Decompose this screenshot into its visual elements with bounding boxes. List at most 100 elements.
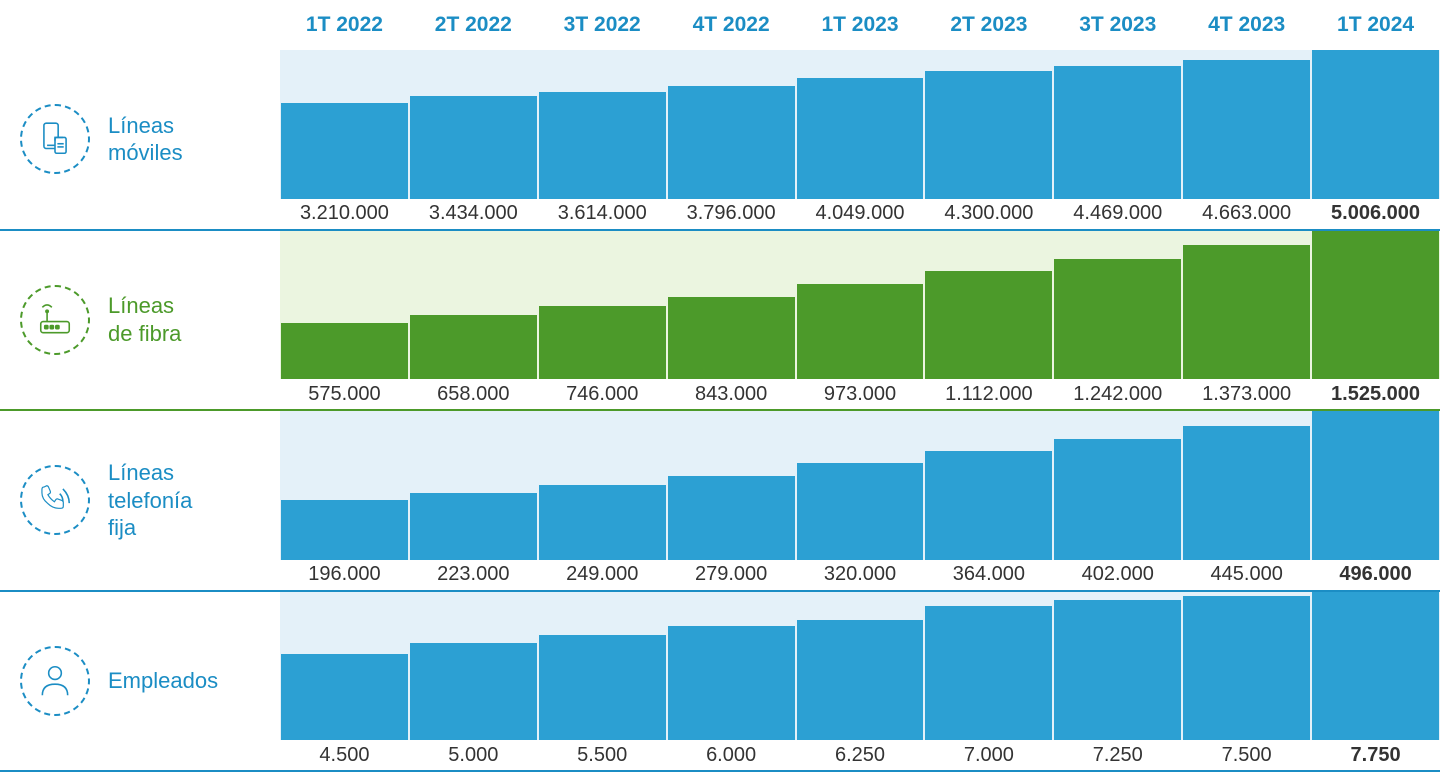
bar-area [1311,411,1440,560]
bar-area [667,231,796,380]
bar-area [924,231,1053,380]
chart-cell: 3.796.000 [667,50,796,231]
value-label: 6.250 [796,740,925,770]
bar-area [1053,592,1182,741]
bar-area [667,592,796,741]
value-label: 4.469.000 [1053,199,1182,229]
chart-cell: 5.006.000 [1311,50,1440,231]
chart-cell: 1.242.000 [1053,231,1182,412]
chart-cell: 4.049.000 [796,50,925,231]
value-label: 7.500 [1182,740,1311,770]
bar-area [280,50,409,199]
value-label: 3.434.000 [409,199,538,229]
bar [1183,60,1310,198]
bar [1054,439,1181,559]
phone-sim-icon [20,104,90,174]
bar-area [796,411,925,560]
value-label: 4.663.000 [1182,199,1311,229]
row-label-employees: Empleados [0,592,280,772]
value-label: 1.525.000 [1311,379,1440,409]
bar-area [796,50,925,199]
bar [410,643,537,740]
bar [925,71,1052,199]
phone-wave-icon [20,465,90,535]
metrics-grid: 1T 20222T 20223T 20224T 20221T 20232T 20… [0,0,1440,772]
router-icon [20,285,90,355]
value-label: 402.000 [1053,560,1182,590]
chart-cell: 249.000 [538,411,667,592]
row-label-fixed: Líneastelefoníafija [0,411,280,592]
bar-area [1311,592,1440,741]
row-label-mobile: Líneasmóviles [0,50,280,231]
value-label: 496.000 [1311,560,1440,590]
row-label-text: Líneasmóviles [108,112,183,167]
bar-area [1311,50,1440,199]
bar-area [796,592,925,741]
chart-cell: 196.000 [280,411,409,592]
value-label: 196.000 [280,560,409,590]
bar [1312,231,1439,380]
row-label-fiber: Líneasde fibra [0,231,280,412]
value-label: 4.049.000 [796,199,925,229]
bar-area [280,231,409,380]
value-label: 3.796.000 [667,199,796,229]
chart-cell: 364.000 [924,411,1053,592]
chart-cell: 7.000 [924,592,1053,772]
period-header: 3T 2023 [1053,0,1182,50]
value-label: 7.750 [1311,740,1440,770]
value-label: 249.000 [538,560,667,590]
bar-area [280,411,409,560]
chart-cell: 7.250 [1053,592,1182,772]
value-label: 843.000 [667,379,796,409]
chart-cell: 7.750 [1311,592,1440,772]
value-label: 7.250 [1053,740,1182,770]
chart-cell: 445.000 [1182,411,1311,592]
chart-cell: 658.000 [409,231,538,412]
bar-area [538,231,667,380]
bar [1054,66,1181,198]
chart-cell: 3.210.000 [280,50,409,231]
bar-area [924,411,1053,560]
value-label: 1.373.000 [1182,379,1311,409]
row-label-text: Líneastelefoníafija [108,459,192,542]
bar [281,103,408,198]
value-label: 5.500 [538,740,667,770]
chart-cell: 7.500 [1182,592,1311,772]
bar-area [1053,50,1182,199]
chart-cell: 973.000 [796,231,925,412]
bar [797,463,924,560]
bar [410,493,537,560]
bar [668,86,795,199]
bar [539,306,666,379]
chart-cell: 5.000 [409,592,538,772]
bar [668,476,795,559]
value-label: 223.000 [409,560,538,590]
chart-cell: 1.525.000 [1311,231,1440,412]
chart-cell: 4.300.000 [924,50,1053,231]
header-spacer [0,0,280,50]
value-label: 1.112.000 [924,379,1053,409]
value-label: 5.006.000 [1311,199,1440,229]
bar-area [409,231,538,380]
bar-area [409,411,538,560]
bar [539,92,666,199]
bar-area [538,50,667,199]
bar [925,606,1052,740]
value-label: 6.000 [667,740,796,770]
value-label: 445.000 [1182,560,1311,590]
value-label: 1.242.000 [1053,379,1182,409]
chart-cell: 6.000 [667,592,796,772]
bar [1312,411,1439,560]
bar [410,96,537,198]
bar [668,626,795,740]
value-label: 4.500 [280,740,409,770]
bar [1312,50,1439,199]
chart-cell: 4.469.000 [1053,50,1182,231]
value-label: 3.210.000 [280,199,409,229]
period-header: 3T 2022 [538,0,667,50]
bar-area [667,411,796,560]
bar-area [667,50,796,199]
bar-area [538,411,667,560]
bar-area [538,592,667,741]
bar-area [1182,592,1311,741]
